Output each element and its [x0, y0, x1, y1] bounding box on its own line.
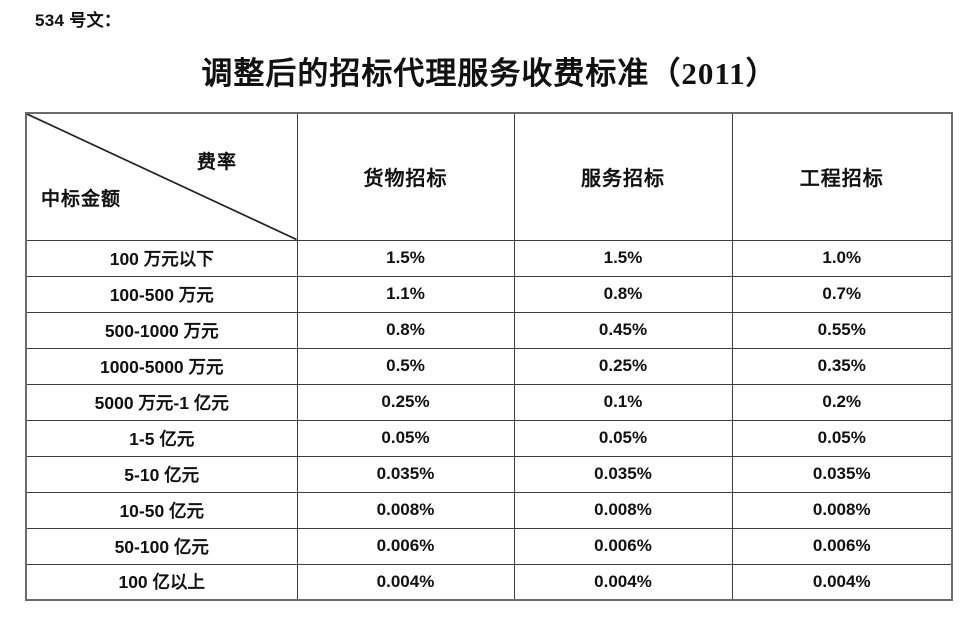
goods-rate-cell: 0.5% — [296, 347, 515, 385]
engineering-rate-cell: 0.035% — [731, 455, 953, 493]
amount-cell: 5-10 亿元 — [25, 455, 298, 493]
amount-cell: 100 万元以下 — [25, 239, 298, 277]
goods-rate-cell: 0.008% — [296, 491, 515, 529]
corner-label-rate: 费率 — [197, 152, 238, 173]
goods-rate-cell: 0.035% — [296, 455, 515, 493]
column-header-services-bidding: 服务招标 — [513, 112, 733, 241]
fee-rate-table: 费率 中标金额 货物招标 服务招标 工程招标 100 万元以下 1.5% 1.5… — [25, 112, 953, 601]
amount-cell: 5000 万元-1 亿元 — [25, 383, 298, 421]
goods-rate-cell: 0.25% — [296, 383, 515, 421]
table-row: 1000-5000 万元 0.5% 0.25% 0.35% — [25, 347, 953, 385]
goods-rate-cell: 1.5% — [296, 239, 515, 277]
engineering-rate-cell: 0.008% — [731, 491, 953, 529]
goods-rate-cell: 0.004% — [296, 563, 515, 601]
corner-cell: 费率 中标金额 — [25, 112, 298, 241]
engineering-rate-cell: 0.7% — [731, 275, 953, 313]
services-rate-cell: 0.05% — [513, 419, 733, 457]
table-row: 100-500 万元 1.1% 0.8% 0.7% — [25, 275, 953, 313]
services-rate-cell: 0.45% — [513, 311, 733, 349]
engineering-rate-cell: 1.0% — [731, 239, 953, 277]
engineering-rate-cell: 0.006% — [731, 527, 953, 565]
amount-cell: 500-1000 万元 — [25, 311, 298, 349]
goods-rate-cell: 0.05% — [296, 419, 515, 457]
table-row: 5000 万元-1 亿元 0.25% 0.1% 0.2% — [25, 383, 953, 421]
amount-cell: 10-50 亿元 — [25, 491, 298, 529]
services-rate-cell: 0.1% — [513, 383, 733, 421]
services-rate-cell: 0.006% — [513, 527, 733, 565]
services-rate-cell: 1.5% — [513, 239, 733, 277]
goods-rate-cell: 0.006% — [296, 527, 515, 565]
services-rate-cell: 0.008% — [513, 491, 733, 529]
services-rate-cell: 0.035% — [513, 455, 733, 493]
amount-cell: 100 亿以上 — [25, 563, 298, 601]
column-header-engineering-bidding: 工程招标 — [731, 112, 953, 241]
page-title: 调整后的招标代理服务收费标准（2011） — [201, 56, 778, 91]
diagonal-divider-line — [27, 114, 297, 240]
table-row: 10-50 亿元 0.008% 0.008% 0.008% — [25, 491, 953, 529]
engineering-rate-cell: 0.2% — [731, 383, 953, 421]
table-row: 50-100 亿元 0.006% 0.006% 0.006% — [25, 527, 953, 565]
table-row: 5-10 亿元 0.035% 0.035% 0.035% — [25, 455, 953, 493]
goods-rate-cell: 1.1% — [296, 275, 515, 313]
table-row: 100 万元以下 1.5% 1.5% 1.0% — [25, 239, 953, 277]
table-row: 500-1000 万元 0.8% 0.45% 0.55% — [25, 311, 953, 349]
table-row: 1-5 亿元 0.05% 0.05% 0.05% — [25, 419, 953, 457]
amount-cell: 1000-5000 万元 — [25, 347, 298, 385]
amount-cell: 1-5 亿元 — [25, 419, 298, 457]
corner-label-bid-amount: 中标金额 — [41, 189, 122, 210]
goods-rate-cell: 0.8% — [296, 311, 515, 349]
table-row: 100 亿以上 0.004% 0.004% 0.004% — [25, 563, 953, 601]
services-rate-cell: 0.25% — [513, 347, 733, 385]
column-header-goods-bidding: 货物招标 — [296, 112, 515, 241]
engineering-rate-cell: 0.05% — [731, 419, 953, 457]
amount-cell: 100-500 万元 — [25, 275, 298, 313]
engineering-rate-cell: 0.35% — [731, 347, 953, 385]
engineering-rate-cell: 0.55% — [731, 311, 953, 349]
engineering-rate-cell: 0.004% — [731, 563, 953, 601]
services-rate-cell: 0.8% — [513, 275, 733, 313]
document-ref-label: 534 号文： — [35, 11, 122, 30]
amount-cell: 50-100 亿元 — [25, 527, 298, 565]
services-rate-cell: 0.004% — [513, 563, 733, 601]
table-header-row: 费率 中标金额 货物招标 服务招标 工程招标 — [25, 112, 953, 241]
